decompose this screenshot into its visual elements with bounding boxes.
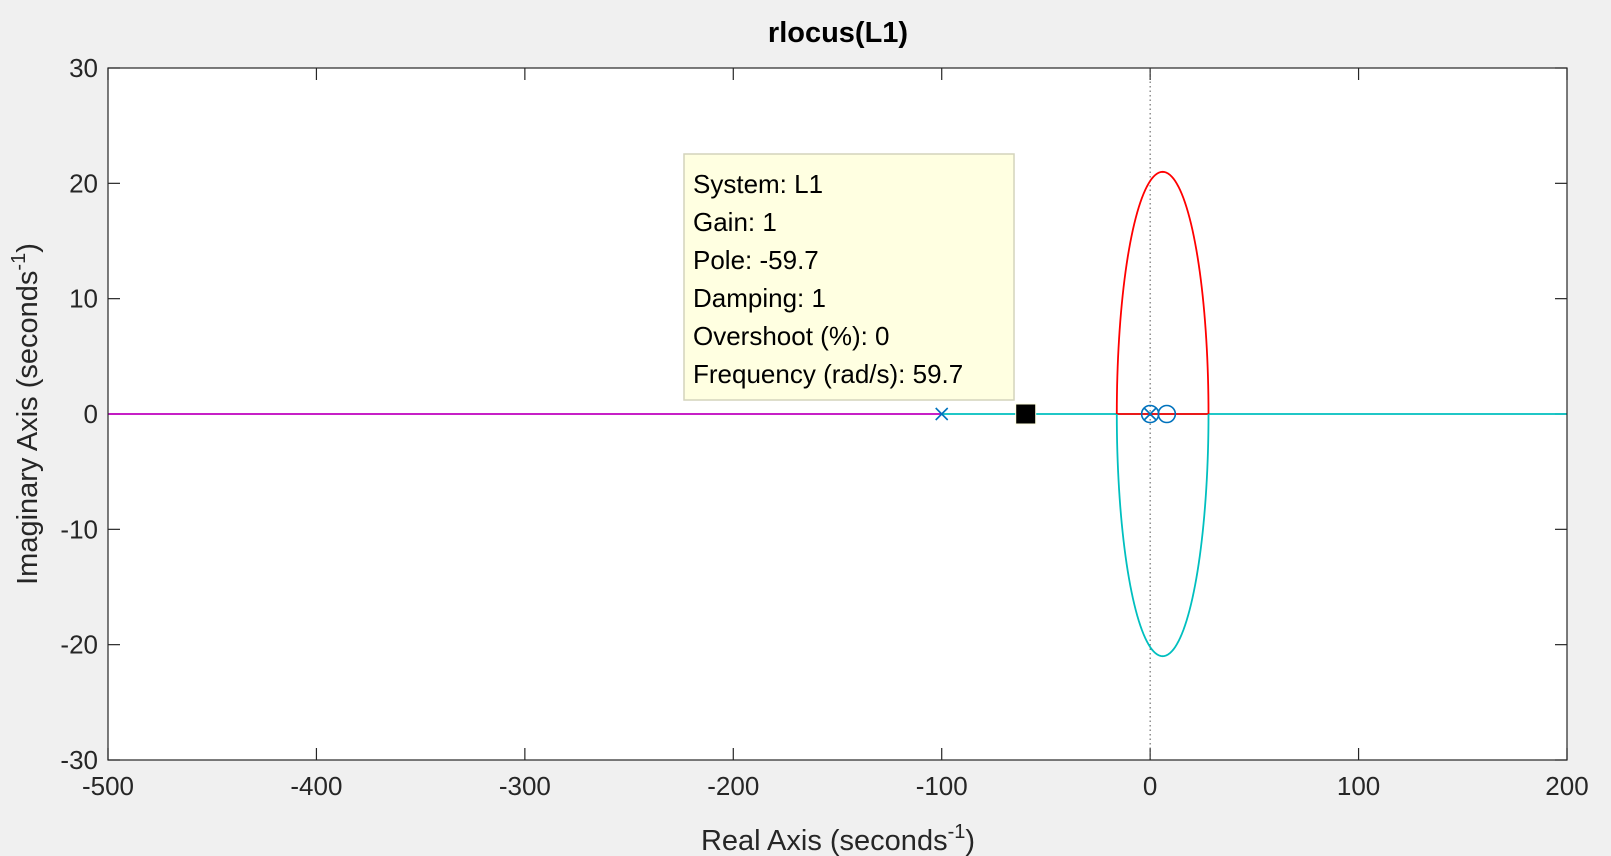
y-tick-label: 30 <box>69 53 98 83</box>
x-tick-label: -300 <box>499 771 551 801</box>
axes-box <box>107 67 1568 761</box>
x-axis-title: Real Axis (seconds-1) <box>701 821 975 856</box>
selected-point-marker <box>1015 403 1037 425</box>
y-axis-title: Imaginary Axis (seconds-1) <box>8 243 44 585</box>
pole-marker <box>1143 407 1157 421</box>
data-tip-overshoot: Overshoot (%): 0 <box>693 321 890 351</box>
x-tick-label: -400 <box>290 771 342 801</box>
locus-branches <box>108 68 1567 760</box>
chart-title: rlocus(L1) <box>768 17 908 49</box>
y-tick-label: 0 <box>84 399 98 429</box>
y-tick-label: 20 <box>69 168 98 198</box>
data-tip-box <box>683 153 1015 401</box>
pole-cross-b <box>1143 407 1157 421</box>
y-tick-label: -20 <box>60 630 98 660</box>
data-tip-system: System: L1 <box>693 169 823 199</box>
y-tick-label: -30 <box>60 745 98 775</box>
pole-cross-b <box>935 407 949 421</box>
pole-marker <box>935 407 949 421</box>
x-tick-label: 0 <box>1143 771 1157 801</box>
data-tip-pole: Pole: -59.7 <box>693 245 819 275</box>
data-tip-gain: Gain: 1 <box>693 207 777 237</box>
x-tick-label: 200 <box>1545 771 1588 801</box>
locus-branch-arc <box>1115 413 1210 658</box>
data-tip-frequency: Frequency (rad/s): 59.7 <box>693 359 963 389</box>
y-tick-label: -10 <box>60 514 98 544</box>
x-tick-label: 100 <box>1337 771 1380 801</box>
axis-ticks: -500 -400 -300 -200 -100 0 100 200-30-20-100102… <box>60 53 1588 801</box>
data-tip[interactable]: System: L1 Gain: 1 Pole: -59.7 Damping: … <box>683 153 1015 401</box>
x-tick-label: -500 <box>82 771 134 801</box>
x-tick-label: -200 <box>707 771 759 801</box>
locus-branch-arc <box>1115 170 1210 415</box>
x-tick-label: -100 <box>916 771 968 801</box>
y-tick-label: 10 <box>69 284 98 314</box>
zero-marker <box>1157 404 1177 424</box>
pole-zero-markers <box>935 403 1177 425</box>
data-tip-damping: Damping: 1 <box>693 283 826 313</box>
